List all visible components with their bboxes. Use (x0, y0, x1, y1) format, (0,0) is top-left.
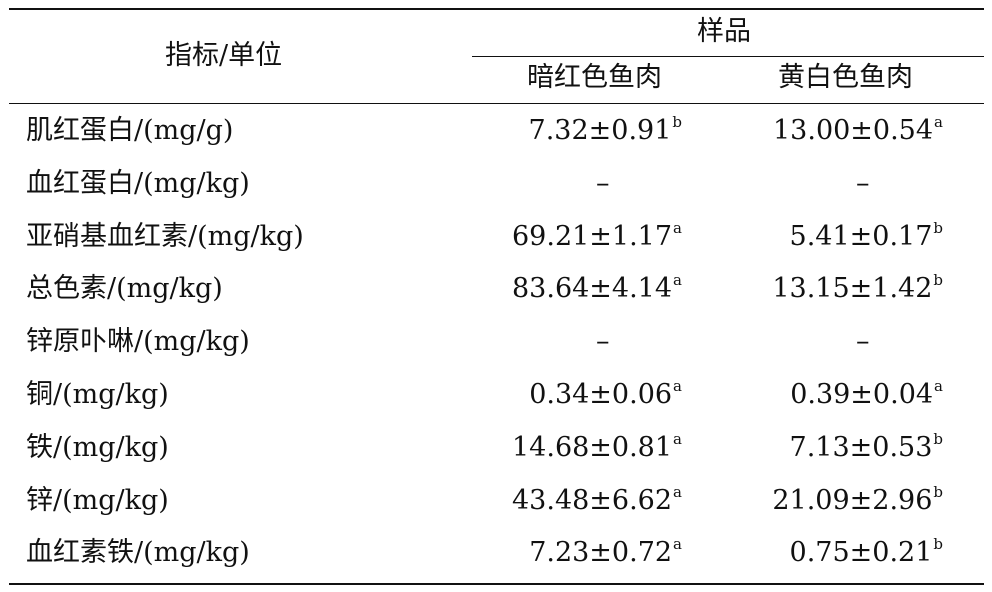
dark-red-value: 14.68±0.81a (512, 431, 682, 463)
significance-superscript: a (673, 218, 682, 237)
dark-red-value: 69.21±1.17a (512, 220, 682, 252)
dark-red-value-number: 7.23±0.72 (529, 537, 673, 569)
row-label: 铜/(mg/kg) (26, 379, 169, 410)
header-metric: 指标/单位 (165, 40, 283, 71)
yellow-white-value: – (856, 328, 870, 355)
sample-group-rule (472, 56, 984, 57)
row-label: 亚硝基血红素/(mg/kg) (26, 220, 304, 252)
dark-red-value-number: 69.21±1.17 (512, 220, 673, 252)
table-row: 血红素铁/(mg/kg) 7.23±0.72a 0.75±0.21b (0, 527, 992, 579)
row-label: 肌红蛋白/(mg/g) (26, 115, 234, 146)
dark-red-value-number: 0.34±0.06 (529, 379, 673, 410)
dark-red-value: 7.23±0.72a (529, 537, 682, 569)
significance-superscript: a (673, 377, 682, 395)
yellow-white-value: 13.00±0.54a (773, 115, 943, 146)
table-row: 锌原卟啉/(mg/kg) – – (0, 316, 992, 368)
dark-red-value: – (596, 170, 610, 197)
dark-red-value-number: – (596, 326, 610, 358)
yellow-white-value-number: 13.15±1.42 (772, 273, 933, 305)
header-dark-red-meat: 暗红色鱼肉 (527, 62, 662, 93)
significance-superscript: a (934, 377, 943, 395)
significance-superscript: b (933, 535, 943, 554)
significance-superscript: a (673, 535, 682, 554)
significance-superscript: b (933, 482, 943, 501)
dark-red-value: 83.64±4.14a (512, 273, 682, 305)
table-row: 铁/(mg/kg) 14.68±0.81a 7.13±0.53b (0, 422, 992, 474)
yellow-white-value: 7.13±0.53b (789, 431, 943, 463)
significance-superscript: b (933, 271, 943, 290)
dark-red-value: 0.34±0.06a (529, 379, 682, 410)
yellow-white-value-number: 5.41±0.17 (789, 220, 933, 252)
row-label: 血红蛋白/(mg/kg) (26, 167, 250, 199)
header-yellow-white-meat: 黄白色鱼肉 (778, 62, 913, 93)
yellow-white-value-number: – (856, 167, 870, 199)
table-row: 亚硝基血红素/(mg/kg) 69.21±1.17a 5.41±0.17b (0, 211, 992, 263)
dark-red-value: 43.48±6.62a (512, 484, 682, 516)
yellow-white-value-number: 13.00±0.54 (773, 115, 934, 146)
table-row: 肌红蛋白/(mg/g) 7.32±0.91b 13.00±0.54a (0, 105, 992, 157)
table-row: 锌/(mg/kg) 43.48±6.62a 21.09±2.96b (0, 475, 992, 527)
dark-red-value-number: – (596, 167, 610, 199)
table-top-rule (9, 8, 984, 10)
yellow-white-value: 0.39±0.04a (790, 379, 943, 410)
row-label: 锌/(mg/kg) (26, 484, 169, 516)
significance-superscript: b (933, 218, 943, 237)
table-bottom-rule (9, 583, 984, 585)
dark-red-value: 7.32±0.91b (528, 115, 682, 146)
yellow-white-value-number: 7.13±0.53 (789, 431, 933, 463)
significance-superscript: a (673, 271, 682, 290)
significance-superscript: b (933, 429, 943, 448)
row-label: 血红素铁/(mg/kg) (26, 537, 250, 569)
table-row: 总色素/(mg/kg) 83.64±4.14a 13.15±1.42b (0, 263, 992, 315)
header-sample-group: 样品 (697, 16, 751, 47)
dark-red-value-number: 14.68±0.81 (512, 431, 673, 463)
yellow-white-value: 5.41±0.17b (789, 220, 943, 252)
yellow-white-value-number: 0.39±0.04 (790, 379, 934, 410)
row-label: 总色素/(mg/kg) (26, 273, 223, 305)
yellow-white-value-number: 0.75±0.21 (789, 537, 933, 569)
dark-red-value-number: 83.64±4.14 (512, 273, 673, 305)
table-row: 铜/(mg/kg) 0.34±0.06a 0.39±0.04a (0, 369, 992, 421)
dark-red-value-number: 7.32±0.91 (528, 115, 672, 146)
yellow-white-value: 13.15±1.42b (772, 273, 943, 305)
yellow-white-value: 21.09±2.96b (772, 484, 943, 516)
table-row: 血红蛋白/(mg/kg) – – (0, 158, 992, 210)
significance-superscript: b (672, 113, 682, 131)
significance-superscript: a (673, 429, 682, 448)
row-label: 锌原卟啉/(mg/kg) (26, 326, 250, 358)
significance-superscript: a (934, 113, 943, 131)
row-label: 铁/(mg/kg) (26, 431, 169, 463)
dark-red-value-number: 43.48±6.62 (512, 484, 673, 516)
yellow-white-value-number: – (856, 326, 870, 358)
header-bottom-rule (9, 103, 984, 104)
significance-superscript: a (673, 482, 682, 501)
yellow-white-value: – (856, 170, 870, 197)
yellow-white-value-number: 21.09±2.96 (772, 484, 933, 516)
yellow-white-value: 0.75±0.21b (789, 537, 943, 569)
dark-red-value: – (596, 328, 610, 355)
